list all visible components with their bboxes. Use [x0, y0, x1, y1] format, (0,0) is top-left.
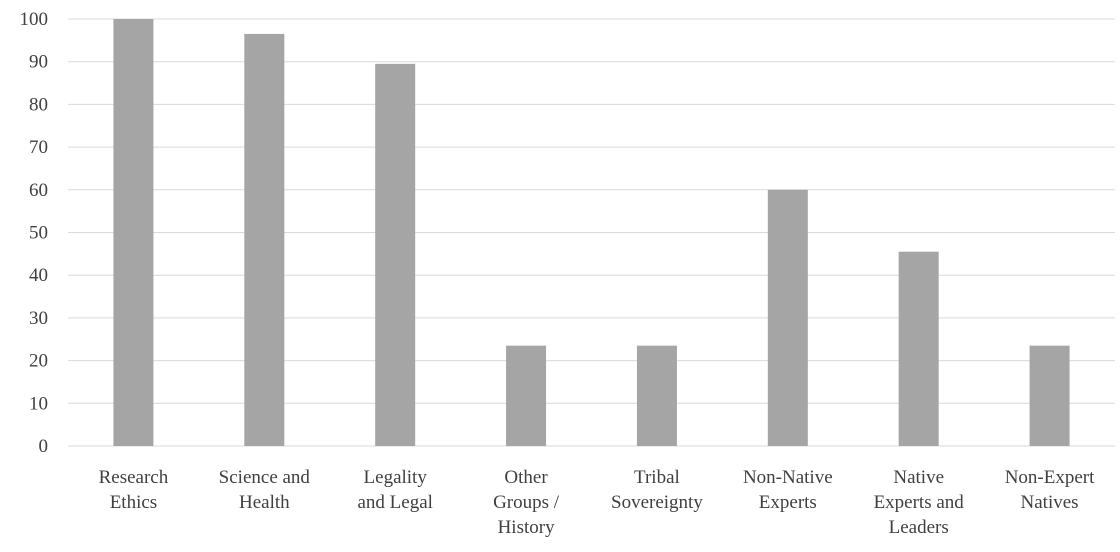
bar — [1029, 345, 1070, 446]
y-tick-label: 50 — [29, 223, 48, 244]
y-tick-label: 40 — [29, 265, 48, 286]
y-tick-label: 80 — [29, 94, 48, 115]
y-tick-label: 30 — [29, 308, 48, 329]
x-tick-label: Native Experts and Leaders — [874, 467, 965, 538]
x-tick-label: Non-Expert Natives — [1005, 467, 1095, 513]
x-tick-label: Other Groups / History — [493, 467, 560, 538]
y-tick-label: 10 — [29, 393, 48, 414]
bars — [113, 19, 1070, 447]
x-tick-label: Science and Health — [219, 467, 311, 513]
x-axis-ticks: Research Ethics Science and Health Legality a… — [99, 467, 1096, 538]
y-tick-label: 90 — [29, 52, 48, 73]
bar — [636, 345, 677, 446]
y-tick-label: 60 — [29, 180, 48, 201]
y-tick-label: 100 — [20, 9, 49, 30]
x-tick-label: Tribal Sovereignty — [611, 467, 703, 513]
y-tick-label: 20 — [29, 351, 48, 372]
x-tick-label: Non-Native Experts — [743, 467, 833, 513]
y-tick-label: 0 — [39, 436, 49, 457]
y-axis-ticks: 0 10 20 30 40 50 60 70 80 90 100 — [20, 9, 49, 457]
bar — [375, 63, 416, 447]
y-tick-label: 70 — [29, 137, 48, 158]
bar — [767, 189, 808, 447]
bar — [244, 33, 285, 446]
gridlines — [68, 18, 1115, 447]
x-tick-label: Legality and Legal — [357, 467, 432, 513]
bar — [113, 19, 154, 446]
bar — [506, 345, 547, 446]
x-tick-label: Research Ethics — [99, 467, 169, 513]
bar — [898, 251, 939, 446]
